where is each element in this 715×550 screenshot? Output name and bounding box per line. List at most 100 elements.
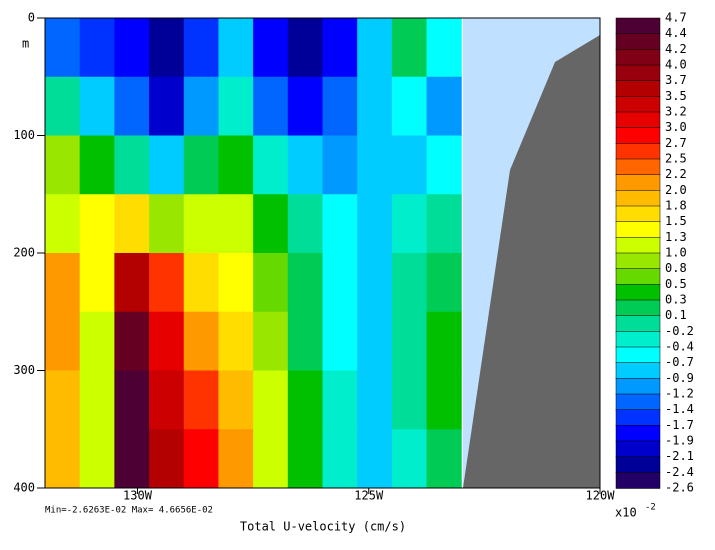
colorbar-label: 3.5 (665, 89, 687, 103)
field-cell (114, 135, 150, 195)
field-cell (218, 76, 254, 136)
field-cell (114, 76, 150, 136)
field-cell (287, 135, 323, 195)
field-cell (45, 253, 81, 313)
colorbar-label: -2.6 (665, 481, 694, 495)
colorbar-scale: x10 (615, 506, 637, 520)
field-cell (218, 370, 254, 430)
colorbar-band (615, 205, 661, 223)
colorbar-band (615, 346, 661, 364)
field-cell (426, 311, 462, 371)
field-cell (391, 253, 428, 313)
colorbar-band (615, 174, 661, 192)
field-cell (149, 429, 185, 489)
field-cell (183, 370, 219, 430)
field-cell (426, 253, 462, 313)
colorbar-band (615, 221, 661, 239)
field-cell (183, 76, 219, 136)
colorbar-band (615, 49, 661, 66)
field-cell (45, 370, 81, 430)
x-tick-label: 130W (123, 489, 153, 503)
field-cell (357, 194, 393, 254)
field-cell (287, 76, 323, 136)
field-cell (322, 194, 358, 254)
field-cell (79, 18, 115, 78)
field-cell (322, 76, 358, 136)
field-cell (287, 194, 323, 254)
colorbar-label: -0.4 (665, 340, 694, 354)
field-cell (426, 429, 462, 489)
field-cell (218, 194, 254, 254)
field-cell (218, 18, 254, 78)
colorbar-band (615, 393, 661, 411)
field-cell (391, 370, 428, 430)
colorbar-band (615, 127, 661, 145)
field-cell (218, 253, 254, 313)
field-cell (287, 18, 323, 78)
field-cell (218, 311, 254, 371)
colorbar-label: -0.2 (665, 324, 694, 338)
colorbar-label: -0.9 (665, 371, 694, 385)
field-cell (218, 135, 254, 195)
y-axis-label: m (22, 37, 29, 51)
field-cell (391, 429, 428, 489)
y-tick-label: 100 (13, 128, 35, 142)
colorbar-label: 4.0 (665, 58, 687, 72)
colorbar-band (615, 268, 661, 286)
colorbar-label: 2.2 (665, 167, 687, 181)
field-cell (149, 253, 185, 313)
field-cell (149, 194, 185, 254)
field-cell (322, 311, 358, 371)
colorbar-label: 1.8 (665, 199, 687, 213)
colorbar-band (615, 158, 661, 176)
field-cell (149, 370, 185, 430)
field-cell (287, 370, 323, 430)
field-cell (357, 370, 393, 430)
field-cell (45, 135, 81, 195)
field-cell (183, 253, 219, 313)
colorbar-band (615, 378, 661, 395)
colorbar-label: -1.4 (665, 402, 694, 416)
field-cell (391, 194, 428, 254)
field-cell (79, 194, 115, 254)
colorbar-label: 3.7 (665, 73, 687, 87)
colorbar-band (615, 362, 661, 380)
colorbar-band (615, 143, 661, 160)
colorbar-label: -1.9 (665, 434, 694, 448)
field-cell (114, 194, 150, 254)
colorbar-label: 1.0 (665, 246, 687, 260)
field-cell (253, 76, 289, 136)
field-cell (426, 76, 462, 136)
field-cell (322, 429, 358, 489)
field-cell (357, 253, 393, 313)
field-cell (426, 135, 462, 195)
field-cell (322, 370, 358, 430)
colorbar-label: -1.7 (665, 418, 694, 432)
colorbar-label: 1.5 (665, 214, 687, 228)
field-cell (79, 311, 115, 371)
field-cell (79, 429, 115, 489)
field-cell (114, 311, 150, 371)
field-cell (391, 311, 428, 371)
field-cell (253, 253, 289, 313)
colorbar-band (615, 409, 661, 427)
colorbar-label: 4.2 (665, 42, 687, 56)
field-cell (149, 76, 185, 136)
x-tick-label: 120W (586, 489, 616, 503)
colorbar-band (615, 456, 661, 474)
field-cell (79, 370, 115, 430)
colorbar-label: 2.5 (665, 152, 687, 166)
y-tick-label: 300 (13, 363, 35, 377)
field-cell (149, 18, 185, 78)
colorbar-band (615, 96, 661, 113)
field-cell (322, 18, 358, 78)
field-cell (357, 18, 393, 78)
field-cell (114, 253, 150, 313)
field-cell (426, 194, 462, 254)
colorbar-label: 3.2 (665, 105, 687, 119)
field-cell (45, 18, 81, 78)
field-cell (357, 311, 393, 371)
field-cell (426, 370, 462, 430)
colorbar-label: 0.3 (665, 293, 687, 307)
